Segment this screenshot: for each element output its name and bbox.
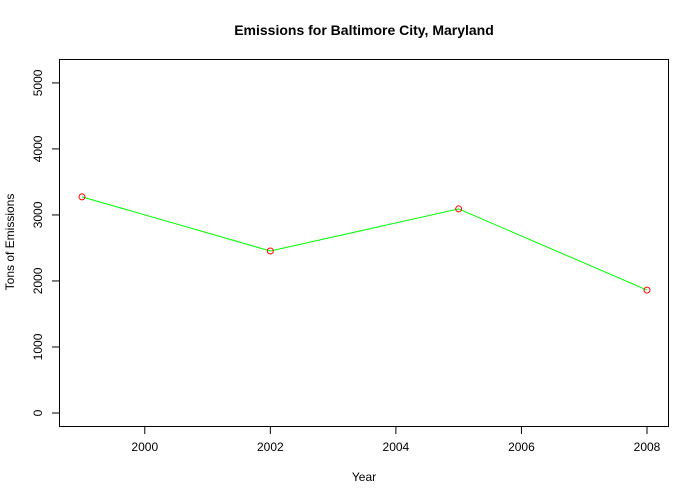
x-axis-title: Year — [352, 470, 376, 484]
x-tick-label: 2006 — [508, 440, 535, 454]
series-layer — [78, 193, 651, 294]
x-tick-label: 2000 — [131, 440, 158, 454]
x-tick-label: 2002 — [257, 440, 284, 454]
x-tick-label: 2004 — [383, 440, 410, 454]
plot-area-frame — [59, 59, 669, 427]
y-tick-label: 4000 — [31, 135, 45, 162]
y-tick-label: 5000 — [31, 69, 45, 96]
y-axis-title: Tons of Emissions — [3, 194, 17, 291]
x-axis: 2000 2002 2004 2006 2008 — [131, 427, 661, 454]
y-tick-label: 0 — [31, 409, 45, 416]
y-tick-label: 2000 — [31, 267, 45, 294]
data-point — [78, 193, 86, 201]
y-axis: 0 1000 2000 3000 4000 5000 — [31, 69, 59, 416]
data-point — [455, 205, 463, 213]
chart-title: Emissions for Baltimore City, Maryland — [234, 22, 494, 38]
series-line — [81, 196, 648, 291]
data-point — [643, 286, 651, 294]
y-tick-label: 3000 — [31, 201, 45, 228]
data-point — [266, 247, 274, 255]
y-tick-label: 1000 — [31, 333, 45, 360]
x-tick-label: 2008 — [634, 440, 661, 454]
